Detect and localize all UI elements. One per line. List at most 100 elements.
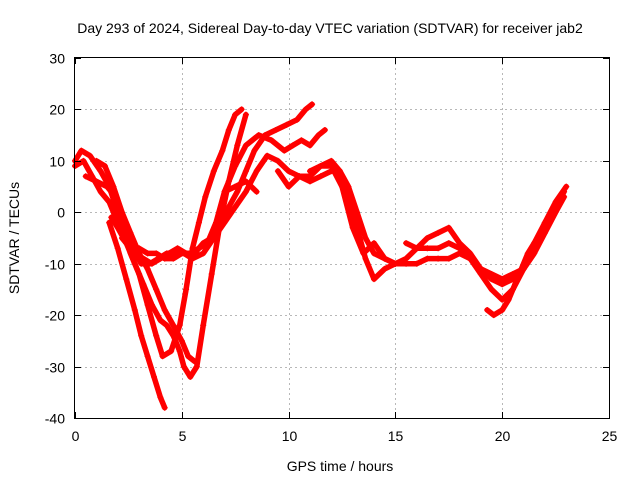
data-point-marker — [328, 157, 335, 164]
data-point-marker — [138, 332, 145, 339]
data-point-marker — [232, 163, 239, 169]
data-point-marker — [129, 245, 136, 252]
data-point-marker — [195, 245, 202, 252]
data-point-marker — [445, 240, 452, 247]
data-point-marker — [189, 255, 196, 262]
data-point-marker — [371, 240, 377, 247]
data-point-marker — [176, 322, 183, 329]
data-point-marker — [191, 358, 198, 365]
data-point-marker — [302, 106, 309, 113]
data-point-marker — [381, 265, 388, 272]
y-tick-label: -40 — [45, 411, 65, 427]
data-point-marker — [110, 183, 117, 190]
data-point-marker — [106, 199, 113, 205]
data-point-marker — [505, 296, 512, 303]
data-point-marker — [123, 276, 130, 283]
data-point-marker — [561, 188, 568, 195]
data-point-marker — [153, 332, 160, 339]
data-point-marker — [157, 317, 164, 324]
data-point-marker — [467, 255, 474, 262]
data-point-marker — [234, 142, 241, 149]
data-point-marker — [242, 168, 249, 175]
data-point-marker — [317, 163, 324, 169]
chart-title: Day 293 of 2024, Sidereal Day-to-day VTE… — [77, 20, 583, 36]
data-point-marker — [151, 373, 157, 380]
data-point-marker — [163, 322, 170, 329]
tick-layer: 0 5 10 15 20 25 -40 -30 -20 -10 0 10 20 30 — [45, 51, 618, 445]
data-point-marker — [178, 337, 185, 344]
data-point-marker — [97, 168, 104, 175]
data-point-marker — [413, 260, 420, 267]
data-point-marker — [97, 188, 104, 195]
data-point-marker — [307, 178, 313, 185]
data-point-marker — [213, 219, 219, 226]
data-point-marker — [541, 219, 548, 226]
data-point-marker — [108, 214, 115, 221]
data-point-marker — [225, 204, 232, 211]
data-point-marker — [484, 307, 491, 313]
x-tick-label: 0 — [72, 428, 80, 444]
series-layer — [72, 101, 570, 411]
data-point-marker — [392, 260, 399, 267]
data-point-marker — [193, 363, 200, 370]
data-point-marker — [114, 224, 121, 231]
data-point-marker — [210, 168, 217, 175]
series-line — [307, 158, 570, 288]
data-point-marker — [131, 260, 138, 267]
data-point-marker — [144, 265, 151, 272]
data-point-marker — [159, 353, 166, 360]
y-tick-label: -20 — [45, 308, 65, 324]
data-point-marker — [176, 348, 183, 355]
data-point-marker — [499, 281, 506, 288]
data-point-marker — [445, 224, 452, 231]
data-point-marker — [563, 183, 570, 190]
data-point-marker — [242, 142, 249, 149]
x-tick-label: 5 — [179, 428, 187, 444]
data-point-marker — [307, 173, 313, 180]
data-point-marker — [242, 111, 249, 118]
data-point-marker — [80, 157, 87, 164]
data-point-marker — [488, 286, 495, 293]
data-point-marker — [435, 229, 442, 236]
data-point-marker — [183, 286, 190, 293]
data-point-marker — [221, 188, 228, 195]
data-point-marker — [403, 240, 410, 247]
data-point-marker — [294, 116, 301, 123]
y-tick-label: 20 — [49, 102, 65, 118]
data-point-marker — [362, 235, 369, 241]
x-tick-label: 25 — [602, 428, 618, 444]
data-point-marker — [82, 173, 89, 180]
data-point-marker — [274, 157, 281, 164]
data-point-marker — [242, 188, 249, 195]
data-point-marker — [163, 250, 170, 257]
data-point-marker — [180, 363, 187, 370]
data-point-marker — [168, 348, 175, 355]
data-point-marker — [518, 265, 525, 272]
data-point-marker — [153, 286, 160, 293]
data-point-marker — [185, 353, 192, 360]
data-point-marker — [298, 137, 305, 144]
data-point-marker — [274, 168, 281, 175]
data-point-marker — [172, 250, 179, 257]
data-point-marker — [106, 219, 113, 226]
data-point-marker — [144, 250, 151, 257]
data-point-marker — [219, 147, 226, 154]
data-point-marker — [195, 219, 202, 226]
data-point-marker — [488, 276, 495, 283]
data-point-marker — [456, 240, 463, 247]
data-point-marker — [345, 193, 352, 200]
data-point-marker — [253, 188, 260, 195]
data-point-marker — [187, 373, 194, 380]
data-point-marker — [354, 224, 360, 231]
y-tick-label: -30 — [45, 360, 65, 376]
data-point-marker — [208, 271, 215, 277]
data-point-marker — [104, 183, 110, 190]
data-point-marker — [255, 132, 262, 139]
data-point-marker — [170, 332, 177, 339]
data-point-marker — [161, 307, 168, 313]
grid-layer — [75, 58, 609, 418]
data-point-marker — [413, 245, 420, 252]
data-point-marker — [296, 173, 303, 180]
data-point-marker — [144, 353, 151, 360]
data-point-marker — [477, 271, 484, 277]
